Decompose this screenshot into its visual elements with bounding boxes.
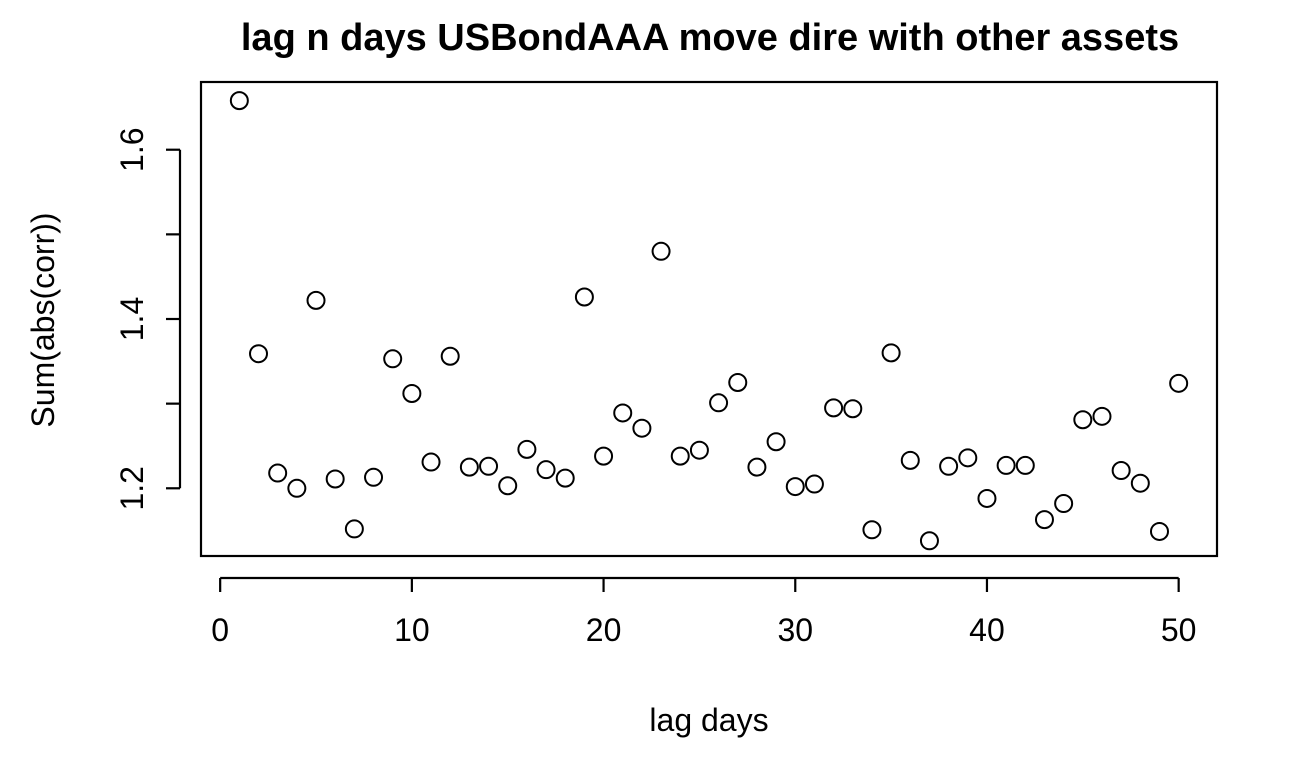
data-point xyxy=(287,478,307,498)
data-point xyxy=(766,432,786,452)
data-point xyxy=(632,418,652,438)
x-tick-label: 0 xyxy=(211,612,229,648)
data-point xyxy=(498,476,518,496)
data-point xyxy=(594,446,614,466)
data-point xyxy=(1092,406,1112,426)
data-point xyxy=(977,488,997,508)
data-point xyxy=(651,241,671,261)
y-axis-label: Sum(abs(corr)) xyxy=(25,212,61,427)
y-tick-label: 1.6 xyxy=(114,127,150,171)
data-point xyxy=(919,531,939,551)
data-point xyxy=(1130,473,1150,493)
x-tick-label: 20 xyxy=(586,612,622,648)
data-point xyxy=(574,287,594,307)
data-point xyxy=(670,446,690,466)
data-point xyxy=(1054,494,1074,514)
data-point xyxy=(939,456,959,476)
data-point xyxy=(900,450,920,470)
data-point xyxy=(785,477,805,497)
data-point xyxy=(517,439,537,459)
data-point xyxy=(402,383,422,403)
chart-title: lag n days USBondAAA move dire with othe… xyxy=(241,17,1179,59)
data-point xyxy=(824,398,844,418)
x-axis-label: lag days xyxy=(649,702,768,738)
data-point xyxy=(862,520,882,540)
data-point xyxy=(843,399,863,419)
data-point xyxy=(1034,510,1054,530)
data-point xyxy=(249,344,269,364)
data-point xyxy=(1169,373,1189,393)
data-point xyxy=(268,463,288,483)
data-point xyxy=(689,440,709,460)
data-point xyxy=(421,452,441,472)
data-point xyxy=(804,474,824,494)
data-point xyxy=(459,457,479,477)
data-point xyxy=(747,457,767,477)
x-tick-label: 10 xyxy=(394,612,430,648)
data-point xyxy=(996,455,1016,475)
data-point xyxy=(325,469,345,489)
data-point xyxy=(958,448,978,468)
plot-frame xyxy=(199,80,1219,558)
data-point xyxy=(306,290,326,310)
data-point xyxy=(1149,521,1169,541)
y-axis: 1.2 1.4 1.6 xyxy=(114,127,182,511)
data-point xyxy=(709,393,729,413)
data-point xyxy=(479,456,499,476)
data-point xyxy=(1073,410,1093,430)
data-point xyxy=(555,468,575,488)
data-point xyxy=(229,91,249,111)
data-point xyxy=(613,403,633,423)
x-tick-label: 40 xyxy=(969,612,1005,648)
data-points xyxy=(229,91,1189,551)
x-axis: 0 10 20 30 40 50 xyxy=(211,576,1197,648)
data-point xyxy=(881,343,901,363)
data-point xyxy=(1111,461,1131,481)
x-tick-label: 30 xyxy=(777,612,813,648)
x-tick-label: 50 xyxy=(1161,612,1197,648)
data-point xyxy=(344,519,364,539)
data-point xyxy=(440,346,460,366)
data-point xyxy=(536,460,556,480)
data-point xyxy=(728,372,748,392)
y-tick-label: 1.2 xyxy=(114,466,150,510)
y-tick-label: 1.4 xyxy=(114,297,150,341)
data-point xyxy=(383,349,403,369)
data-point xyxy=(364,467,384,487)
data-point xyxy=(1015,455,1035,475)
